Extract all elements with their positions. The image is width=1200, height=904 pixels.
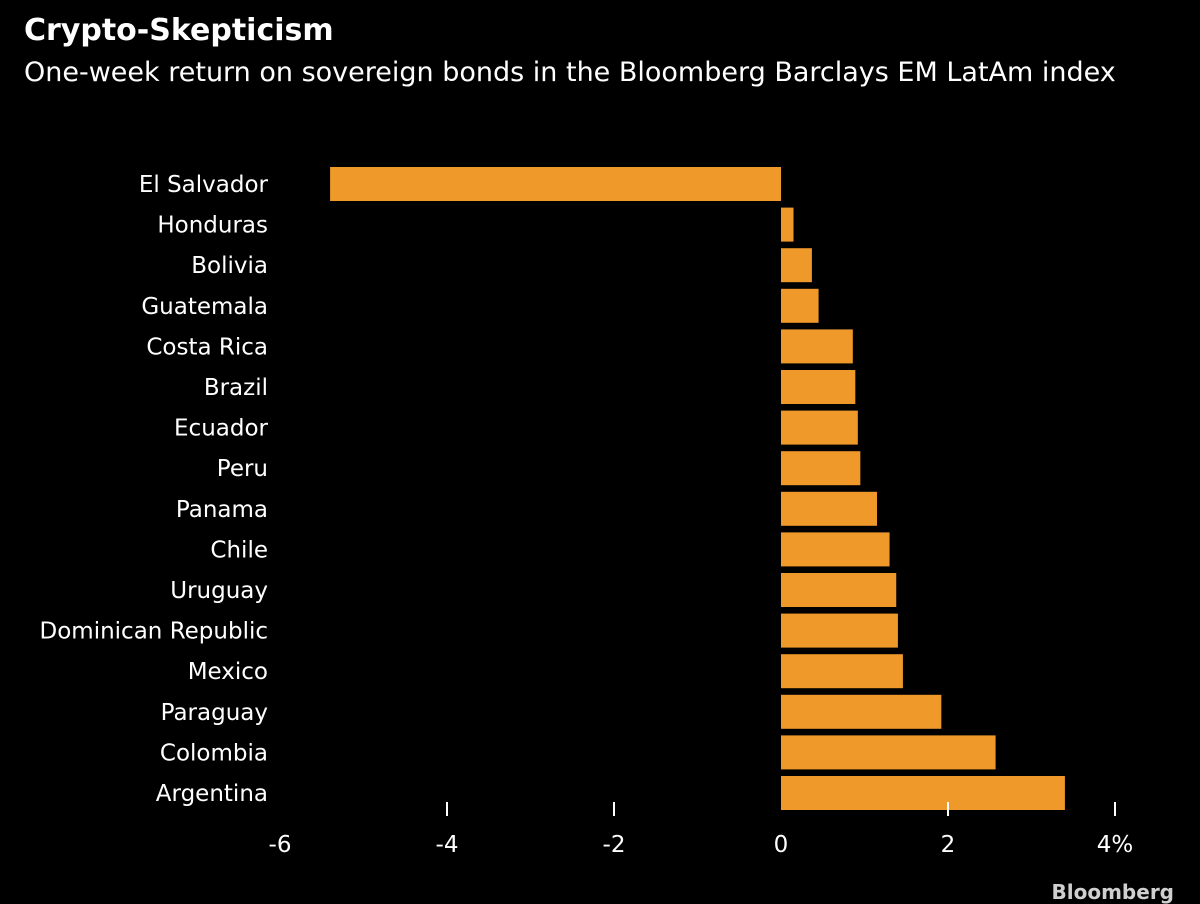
category-label: Argentina — [156, 781, 268, 807]
bar-uruguay — [781, 573, 897, 607]
category-label: Uruguay — [170, 578, 268, 604]
category-label: Dominican Republic — [40, 619, 268, 645]
chart-title: Crypto-Skepticism — [24, 13, 334, 48]
bar-panama — [781, 491, 878, 526]
category-label: Colombia — [160, 740, 268, 766]
bars-group — [330, 167, 1065, 810]
category-label: Costa Rica — [146, 334, 268, 360]
category-label: Ecuador — [174, 416, 269, 442]
x-tick-label: -6 — [269, 832, 292, 858]
bar-brazil — [781, 370, 856, 404]
x-tick-label: -4 — [436, 832, 459, 858]
bar-el-salvador — [330, 167, 781, 201]
bar-peru — [781, 451, 861, 486]
bar-chile — [781, 532, 890, 567]
x-axis-ticks-group: -6 -4 -2 0 2 4% — [269, 802, 1134, 858]
bar-bolivia — [781, 248, 812, 283]
x-tick-label: 0 — [774, 832, 789, 858]
x-tick-label: -2 — [603, 832, 626, 858]
category-label: Chile — [210, 537, 268, 563]
bar-ecuador — [781, 410, 858, 445]
category-label: Guatemala — [141, 294, 268, 320]
category-label: Honduras — [157, 213, 268, 239]
bar-mexico — [781, 654, 903, 689]
x-tick-label: 2 — [941, 832, 956, 858]
category-label: Brazil — [204, 375, 268, 401]
category-label: El Salvador — [139, 172, 269, 198]
chart-subtitle: One-week return on sovereign bonds in th… — [24, 57, 1116, 88]
category-label: Paraguay — [161, 700, 268, 726]
bar-honduras — [781, 207, 794, 242]
category-label: Bolivia — [191, 253, 268, 279]
x-tick-label: 4% — [1097, 832, 1134, 858]
bar-costa-rica — [781, 329, 853, 364]
bar-argentina — [781, 776, 1065, 810]
category-label: Peru — [217, 456, 268, 482]
bar-dominican-republic — [781, 613, 898, 648]
bar-paraguay — [781, 694, 942, 729]
category-labels-group: El Salvador Honduras Bolivia Guatemala Costa… — [40, 172, 269, 807]
bar-guatemala — [781, 288, 819, 323]
category-label: Panama — [176, 497, 268, 523]
bar-colombia — [781, 735, 996, 770]
category-label: Mexico — [188, 659, 268, 685]
source-logo: Bloomberg — [1051, 880, 1174, 904]
